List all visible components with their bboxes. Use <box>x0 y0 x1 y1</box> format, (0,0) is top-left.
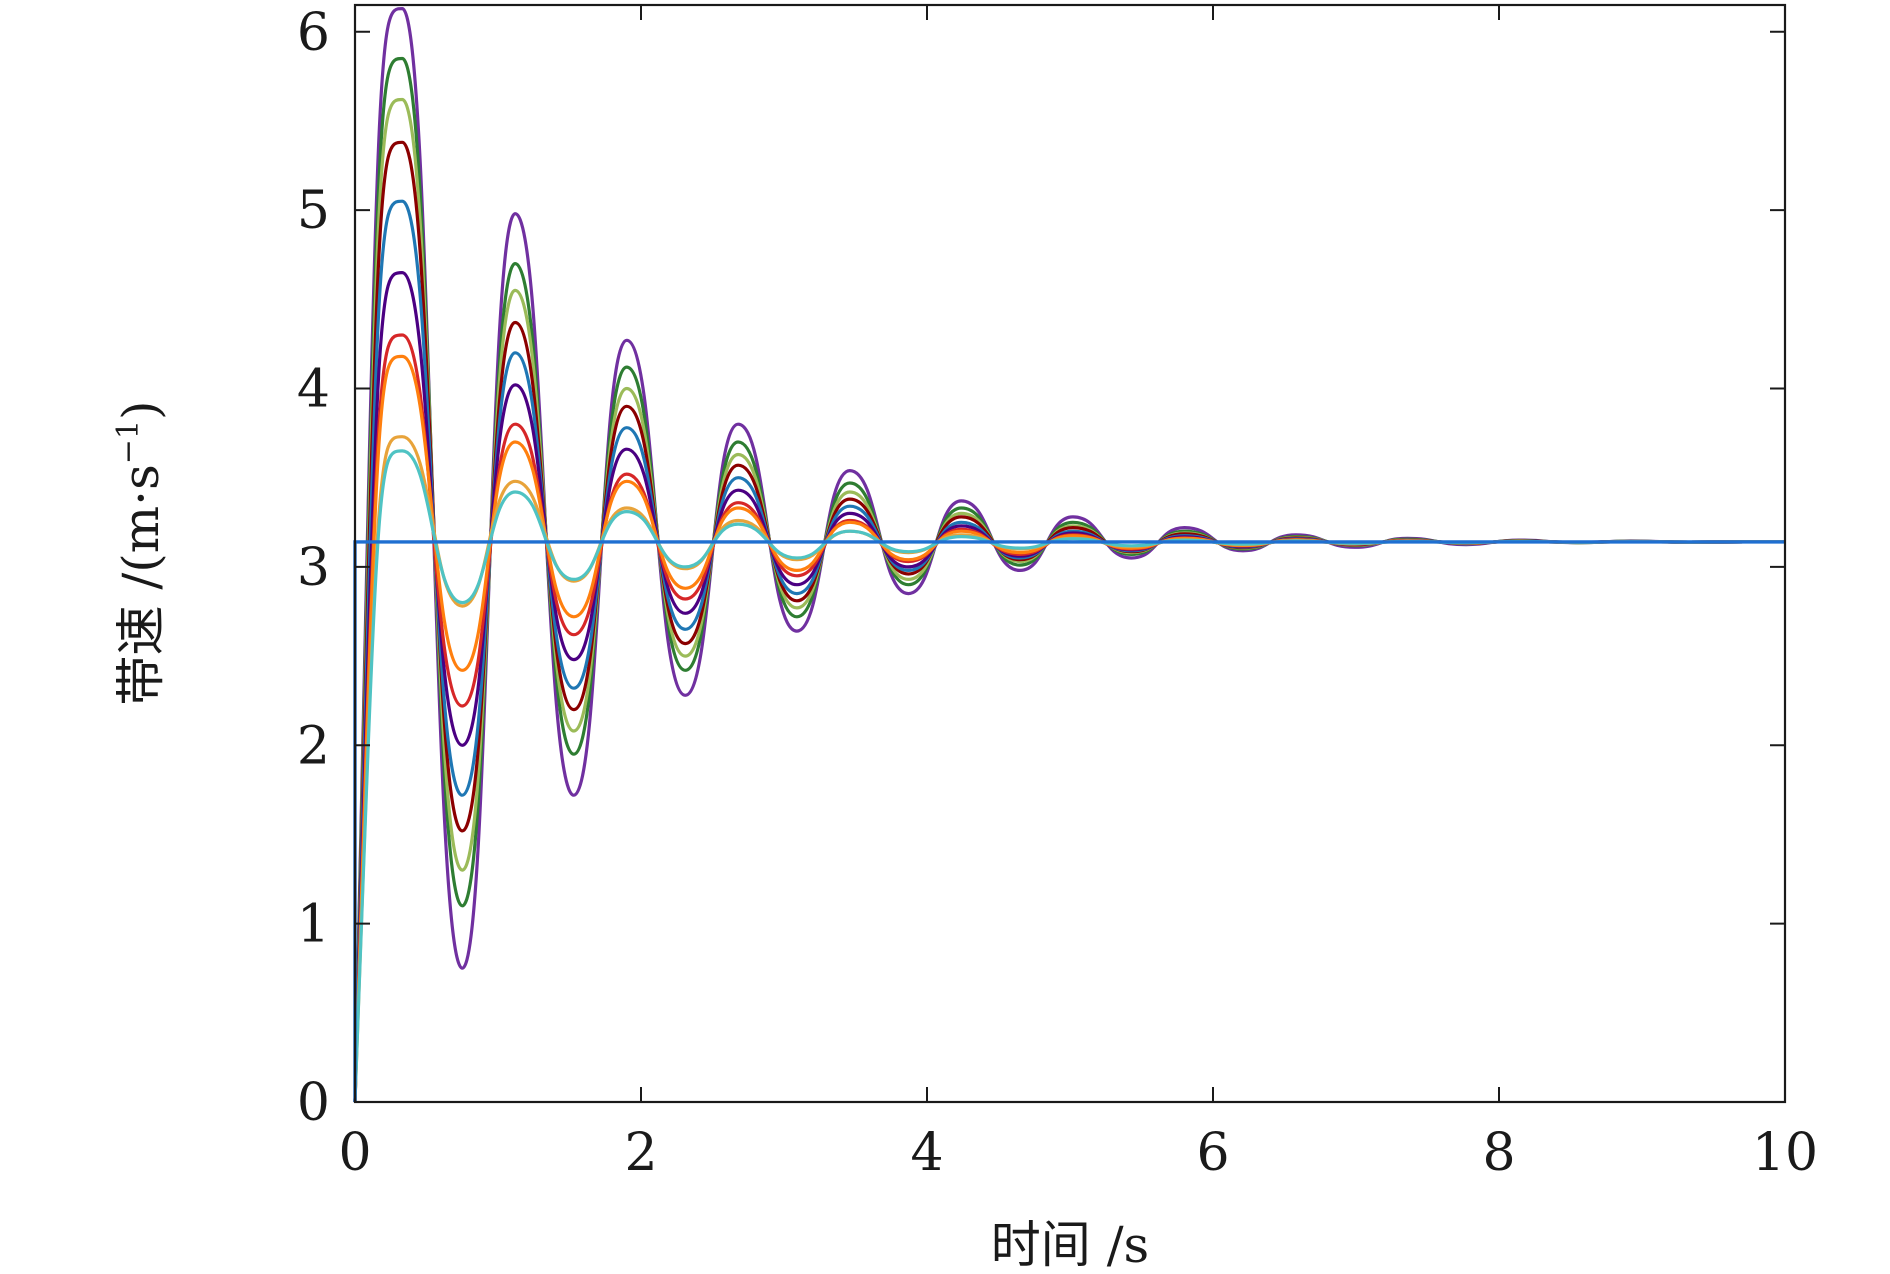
y-tick-label: 3 <box>297 538 330 598</box>
y-tick-label: 0 <box>297 1073 330 1133</box>
series-line-3 <box>353 97 1785 1103</box>
series-line-10 <box>353 449 1785 1103</box>
series-layer <box>353 7 1785 1103</box>
y-axis-label-main: 带速 /(m·s <box>112 464 170 705</box>
x-tick-label: 6 <box>1196 1123 1229 1183</box>
y-tick-label: 5 <box>297 181 330 241</box>
plot-frame <box>353 3 1787 1104</box>
x-axis-label: 时间 /s <box>991 1216 1149 1274</box>
x-tick-labels: 0 2 4 6 8 10 <box>338 1123 1818 1183</box>
y-tick-label: 6 <box>297 3 330 63</box>
steady-state-layer <box>353 540 1785 1102</box>
series-line-1 <box>353 7 1785 1103</box>
y-tick-labels: 0 1 2 3 4 5 6 <box>297 3 330 1133</box>
y-axis-label-close: ) <box>112 401 170 421</box>
ticks-layer <box>354 5 1786 1103</box>
y-tick-label: 2 <box>297 716 330 776</box>
y-axis-label-sup: −1 <box>111 420 146 464</box>
x-tick-label: 10 <box>1752 1123 1818 1183</box>
x-tick-label: 4 <box>910 1123 943 1183</box>
series-line-4 <box>353 140 1785 1103</box>
series-line-5 <box>353 199 1785 1103</box>
y-tick-label: 1 <box>297 895 330 955</box>
y-axis-label: 带速 /(m·s−1) <box>111 401 170 706</box>
steady-state-line <box>353 540 1785 1102</box>
x-tick-label: 8 <box>1482 1123 1515 1183</box>
y-tick-label: 4 <box>297 360 330 420</box>
x-tick-label: 2 <box>624 1123 657 1183</box>
series-line-7 <box>353 333 1785 1103</box>
x-tick-label: 0 <box>338 1123 371 1183</box>
